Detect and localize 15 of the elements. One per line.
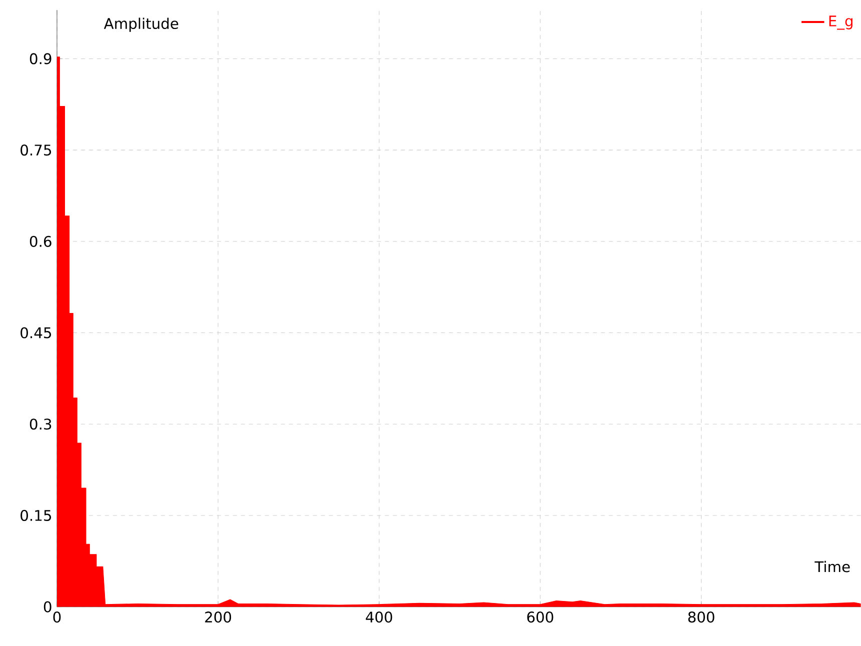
y-tick-label: 0.45 xyxy=(20,327,51,338)
y-tick-label: 0.75 xyxy=(20,144,51,156)
y-tick-label: 0.3 xyxy=(30,418,52,430)
x-axis-title: Time xyxy=(814,561,850,572)
x-tick-label: 200 xyxy=(205,612,232,623)
x-tick-label: 400 xyxy=(366,612,392,623)
x-tick-label: 600 xyxy=(527,612,554,623)
y-tick-label: 0.6 xyxy=(30,236,52,248)
x-tick-label: 0 xyxy=(53,612,61,623)
y-tick-label: 0.15 xyxy=(20,510,51,522)
y-axis-title: Amplitude xyxy=(104,18,178,32)
legend-label: E_g xyxy=(829,16,852,30)
x-tick-label: 800 xyxy=(688,612,714,623)
y-tick-label: 0.9 xyxy=(30,53,52,64)
y-tick-label: 0 xyxy=(44,601,52,612)
